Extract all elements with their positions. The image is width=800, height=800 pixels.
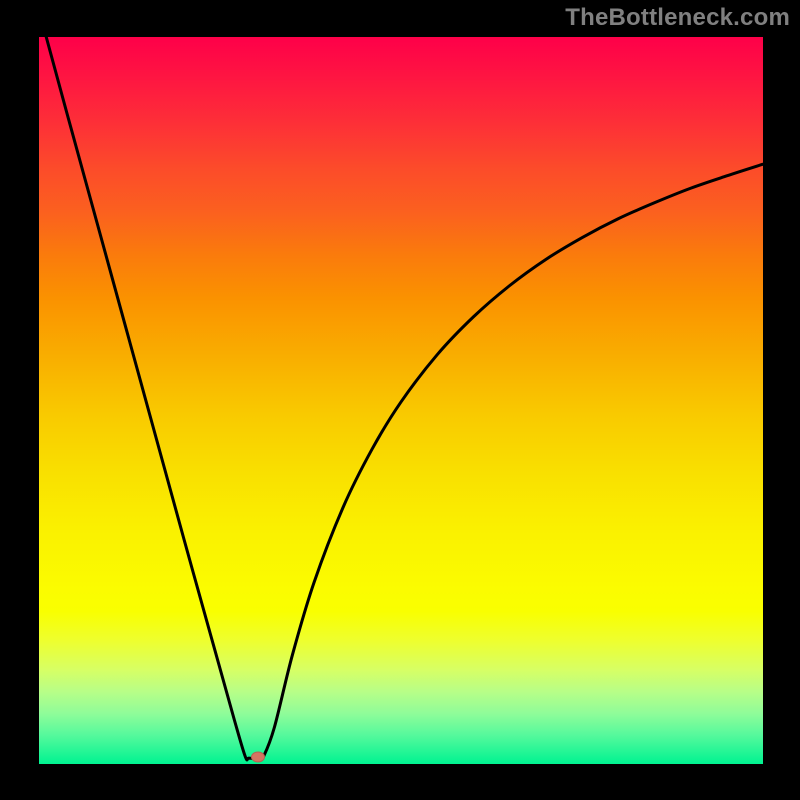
curve-layer [39, 37, 763, 764]
chart-frame: TheBottleneck.com [0, 0, 800, 800]
optimal-point-marker [251, 752, 265, 763]
bottleneck-curve [46, 37, 763, 760]
watermark-label: TheBottleneck.com [565, 4, 790, 32]
